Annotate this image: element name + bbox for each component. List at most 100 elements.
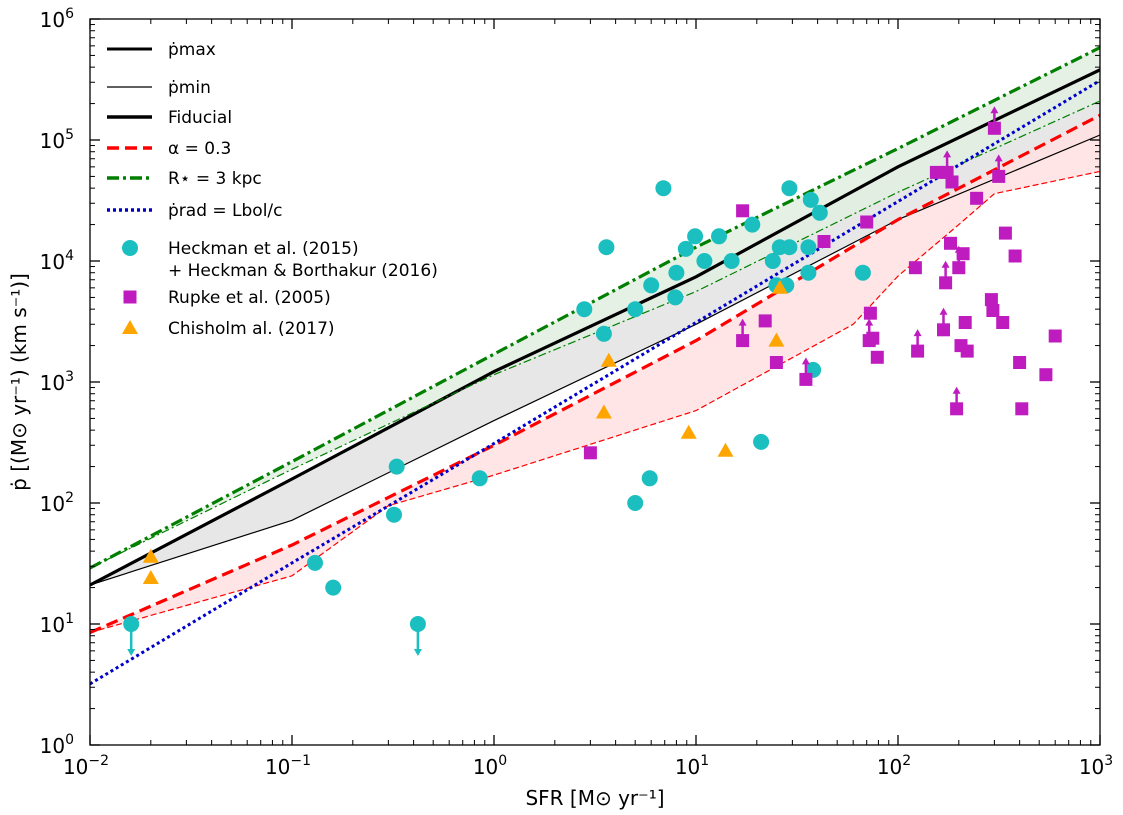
rupke-point	[1015, 402, 1029, 416]
rupke-point	[944, 236, 957, 250]
x-tick-label: 101	[675, 753, 709, 779]
rupke-point	[863, 306, 877, 320]
y-tick-label: 103	[40, 369, 74, 395]
heckman-point	[723, 253, 740, 269]
legend-label: R⋆ = 3 kpc	[168, 169, 262, 189]
rupke-point	[736, 334, 750, 348]
legend: ṗmax ṗmin Fiducial α = 0.3 R⋆ = 3 kpc ṗrad = …	[107, 40, 438, 339]
x-tick-label: 103	[1079, 753, 1113, 779]
legend-label: + Heckman & Borthakur (2016)	[168, 261, 438, 281]
rstar-max-line	[90, 46, 1100, 570]
rupke-point	[952, 261, 966, 275]
rupke-point	[870, 350, 884, 364]
heckman-point	[687, 228, 704, 245]
legend-label: ṗrad = Lbol/c	[168, 201, 283, 221]
heckman-point	[595, 325, 612, 342]
rupke-point	[799, 372, 813, 386]
heckman-point	[388, 458, 405, 475]
rupke-point	[996, 316, 1010, 329]
y-tick-label: 104	[40, 248, 74, 274]
legend-label: α = 0.3	[168, 139, 231, 159]
rupke-point	[939, 276, 953, 290]
y-tick-label: 102	[40, 490, 74, 516]
legend-item: ṗmin	[107, 78, 211, 98]
heckman-point	[802, 191, 819, 208]
rupke-point	[970, 191, 984, 205]
rupke-point	[736, 204, 750, 218]
heckman-point	[471, 470, 488, 487]
heckman-point	[627, 301, 644, 318]
rupke-point	[911, 344, 925, 358]
rupke-point	[866, 331, 880, 345]
rupke-point	[769, 356, 783, 369]
legend-label: ṗmin	[168, 78, 211, 98]
heckman-point	[655, 180, 672, 197]
rupke-point	[986, 304, 1000, 317]
x-tick-label: 100	[473, 753, 507, 779]
rupke-point	[992, 169, 1006, 183]
heckman-point	[641, 470, 658, 487]
rupke-point	[956, 247, 970, 261]
legend-marker	[122, 320, 138, 334]
rupke-point	[998, 226, 1012, 240]
rupke-point	[1048, 329, 1062, 343]
rupke-point	[987, 121, 1001, 135]
heckman-point	[800, 239, 817, 256]
chisholm-point	[142, 570, 159, 584]
heckman-point	[325, 579, 342, 596]
chisholm-point	[142, 548, 159, 563]
heckman-point	[781, 180, 798, 197]
model-bands	[90, 47, 1100, 633]
legend-label: Heckman et al. (2015)	[168, 239, 359, 259]
heckman-point	[744, 216, 761, 233]
rupke-point	[1008, 249, 1022, 263]
legend-label: Rupke et al. (2005)	[168, 288, 331, 308]
heckman-point	[677, 240, 694, 257]
rupke-point	[1039, 368, 1053, 382]
axis-tick-labels: 10−2 10−1 100 101 102 103 100 101 102 103 104 105 10…	[40, 6, 1114, 779]
rupke-point	[937, 323, 950, 337]
legend-item: Rupke et al. (2005)	[123, 288, 331, 308]
heckman-point	[811, 204, 828, 221]
heckman-point	[764, 253, 781, 269]
chisholm-point	[768, 332, 785, 347]
y-axis-label: ṗ [(M⊙ yr⁻¹) (km s⁻¹)]	[7, 273, 31, 491]
legend-label: ṗmax	[168, 40, 216, 60]
legend-item: Heckman et al. (2015)+ Heckman & Borthak…	[122, 239, 438, 281]
legend-item: α = 0.3	[107, 139, 231, 159]
rupke-point	[908, 261, 922, 275]
x-tick-label: 102	[877, 753, 911, 779]
y-tick-label: 101	[40, 611, 74, 637]
rupke-point	[817, 235, 831, 248]
heckman-point	[667, 289, 684, 306]
rupke-point	[960, 344, 974, 358]
prad-line	[90, 79, 1100, 686]
heckman-point	[123, 616, 140, 632]
chisholm-point	[717, 442, 734, 457]
rupke-point	[860, 215, 874, 229]
heckman-point	[598, 239, 615, 256]
heckman-point	[576, 301, 593, 318]
legend-label: Chisholm al. (2017)	[168, 319, 335, 339]
legend-item: Fiducial	[107, 108, 232, 128]
legend-item: R⋆ = 3 kpc	[107, 169, 262, 189]
legend-marker	[123, 290, 137, 304]
rupke-point	[958, 316, 972, 329]
heckman-point	[800, 264, 817, 281]
x-tick-label: 10−1	[265, 753, 311, 779]
rupke-point	[583, 446, 597, 460]
heckman-point	[409, 616, 426, 632]
rupke-point	[984, 293, 998, 307]
heckman-point	[643, 277, 660, 294]
rupke-point	[950, 402, 964, 416]
x-tick-label: 10−2	[63, 753, 109, 779]
data-points	[123, 106, 1062, 656]
y-tick-label: 106	[40, 6, 74, 32]
chisholm-point	[771, 279, 788, 294]
chisholm-point	[680, 424, 697, 439]
fiducial-min-line	[90, 134, 1100, 586]
axis-ticks	[89, 18, 1101, 746]
rupke-point	[945, 175, 959, 189]
alpha-max-line	[90, 113, 1100, 634]
